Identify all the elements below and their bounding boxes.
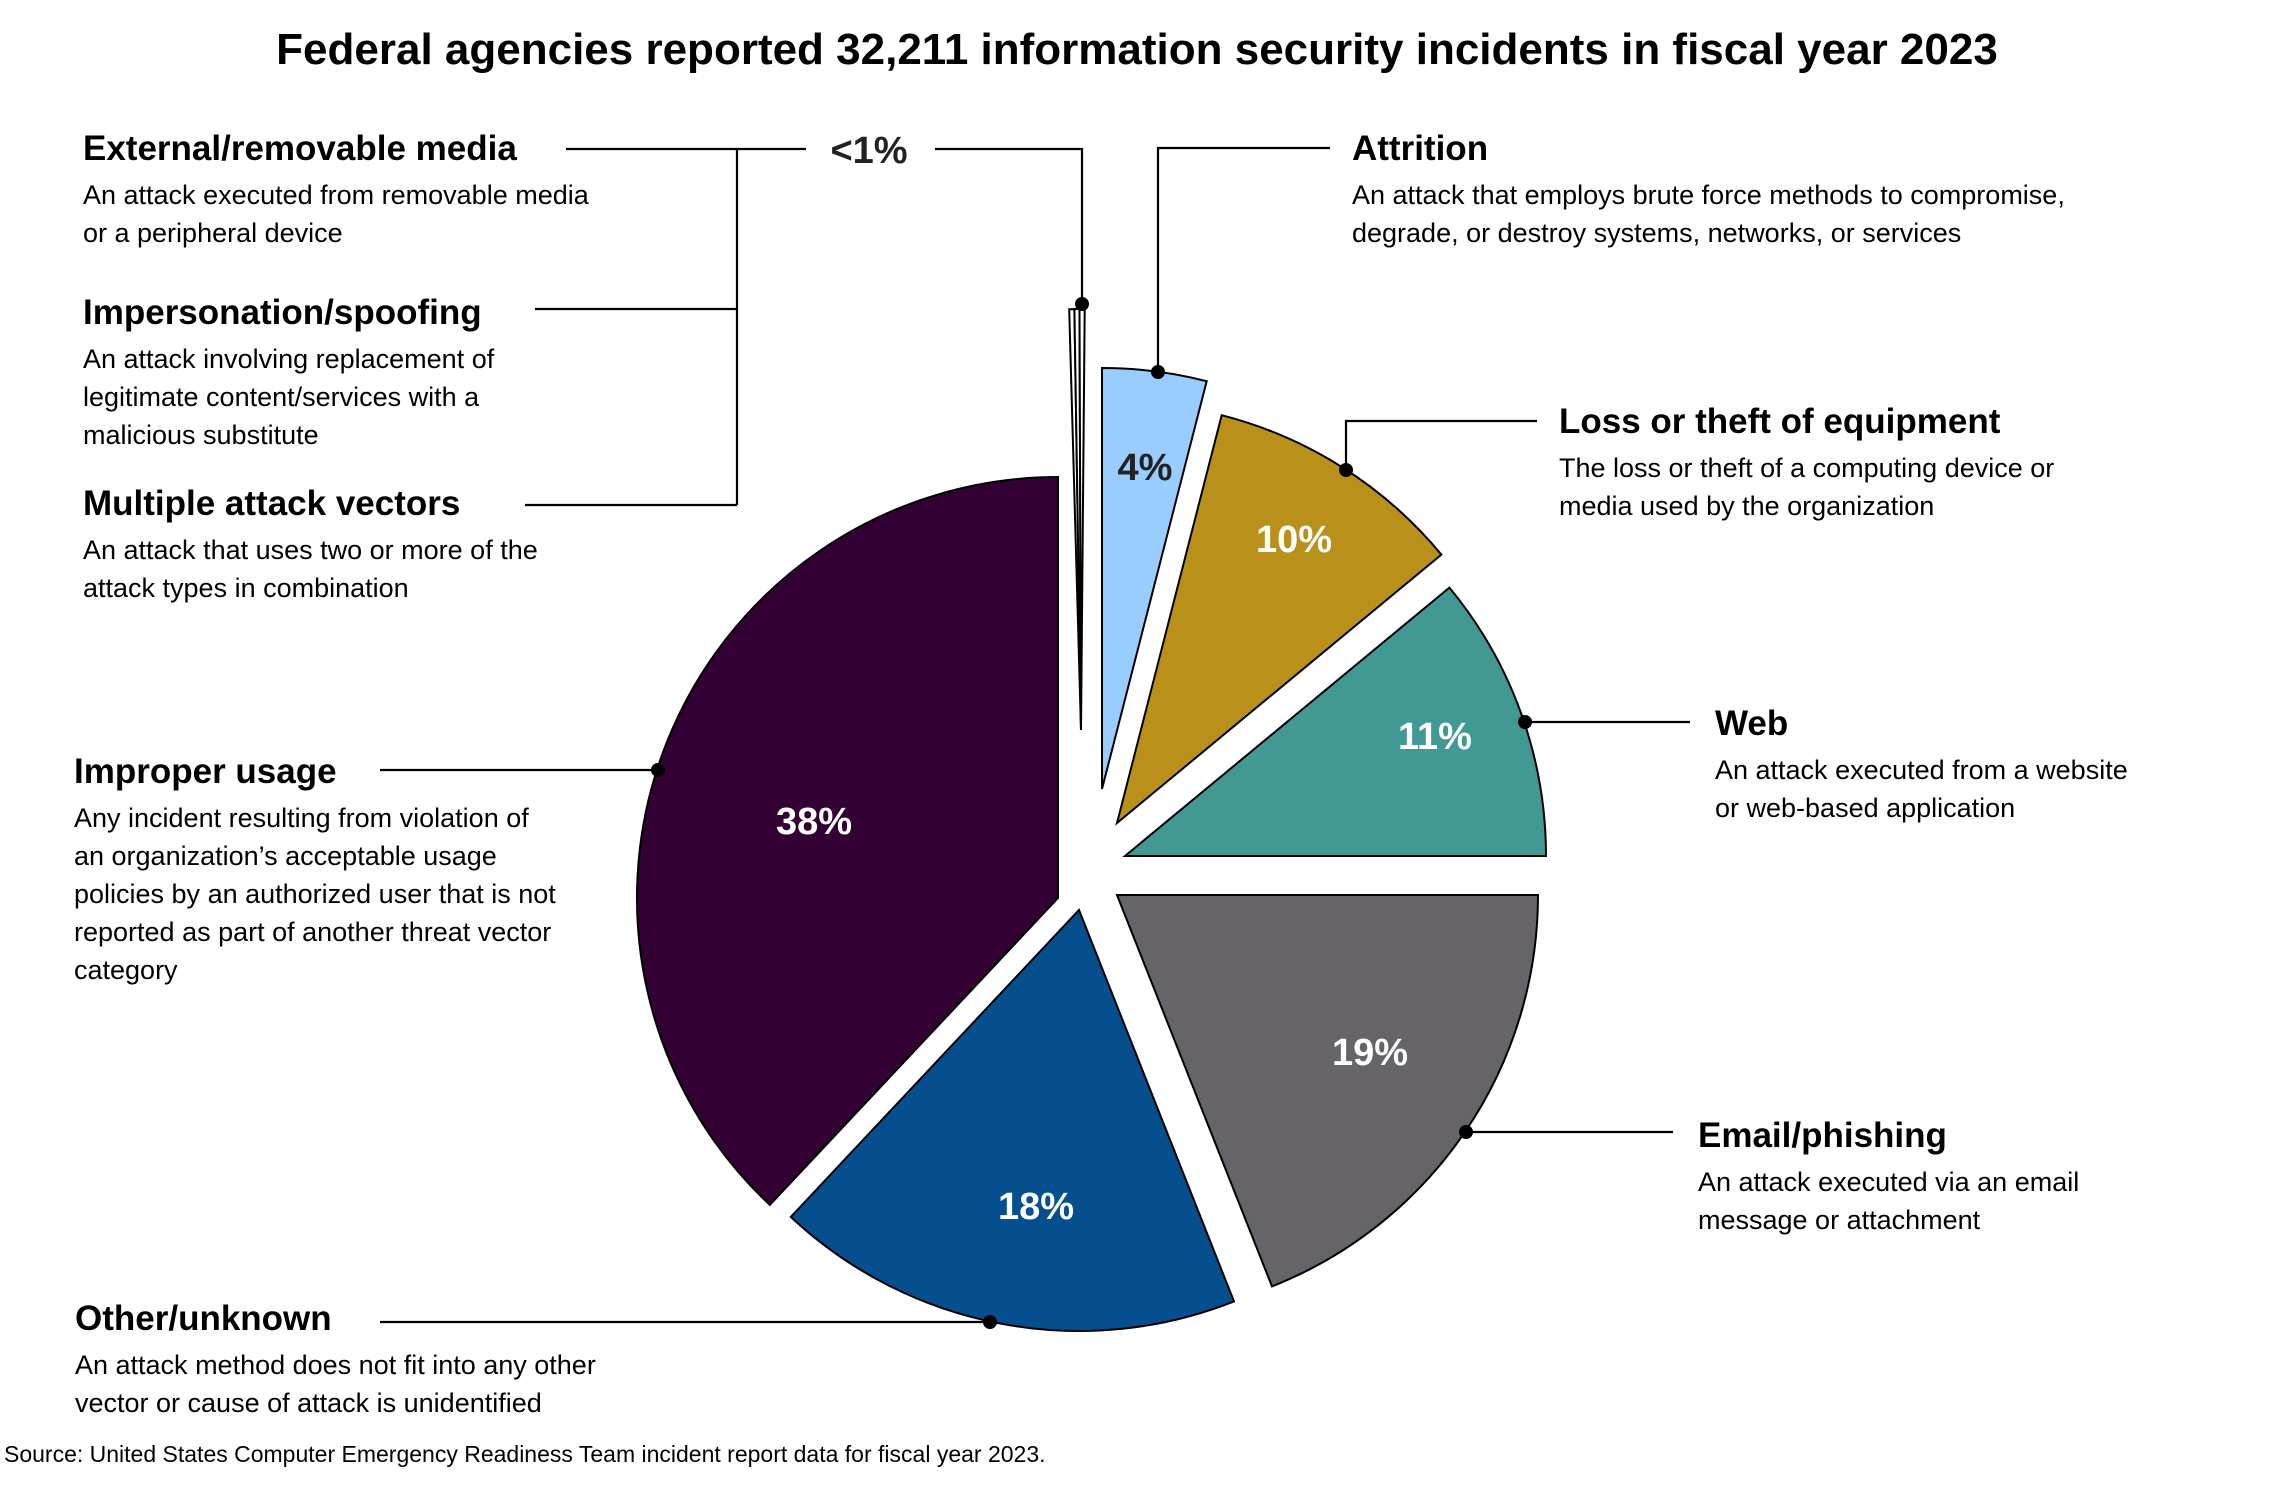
category-title-web: Web	[1715, 704, 1788, 743]
category-title-loss-theft: Loss or theft of equipment	[1559, 402, 2001, 441]
leader-line-loss-theft	[1344, 419, 1537, 470]
category-title-impersonation: Impersonation/spoofing	[83, 293, 482, 332]
category-labels: Attrition An attack that employs brute fo…	[74, 129, 2128, 1418]
percent-label-small-slices: <1%	[830, 130, 907, 172]
category-description-line: malicious substitute	[83, 420, 319, 450]
category-title-email-phishing: Email/phishing	[1698, 1116, 1947, 1155]
percent-label-improper-usage: 38%	[776, 801, 852, 843]
category-description-line: category	[74, 955, 178, 985]
category-label-external-media: External/removable media An attack execut…	[83, 129, 590, 248]
leader-line-small-slices	[525, 147, 1084, 507]
leader-lines	[380, 146, 1690, 1329]
leader-dot-loss-theft	[1339, 463, 1353, 477]
category-description-line: An attack executed via an email	[1698, 1167, 2079, 1197]
category-description-line: legitimate content/services with a	[83, 382, 480, 412]
category-description-line: policies by an authorized user that is n…	[74, 879, 556, 909]
category-title-multiple-vectors: Multiple attack vectors	[83, 484, 460, 523]
percent-label-other-unknown: 18%	[998, 1186, 1074, 1228]
leader-line-attrition	[1156, 146, 1330, 372]
percent-label-attrition: 4%	[1118, 447, 1173, 489]
percent-label-email-phishing: 19%	[1332, 1032, 1408, 1074]
source-note: Source: United States Computer Emergency…	[4, 1441, 1046, 1467]
category-description-line: An attack that uses two or more of the	[83, 535, 538, 565]
category-description-line: An attack method does not fit into any o…	[75, 1350, 596, 1380]
pie-slices	[636, 307, 1548, 1332]
category-description-line: reported as part of another threat vecto…	[74, 917, 551, 947]
category-description-line: The loss or theft of a computing device …	[1559, 453, 2054, 483]
category-title-attrition: Attrition	[1352, 129, 1488, 168]
category-label-impersonation: Impersonation/spoofing An attack involvin…	[83, 293, 495, 450]
pie-slice-multiple-vectors	[1078, 307, 1086, 731]
percent-label-web: 11%	[1398, 716, 1472, 758]
chart-title: Federal agencies reported 32,211 informa…	[276, 25, 1998, 74]
pie-slice-web	[1122, 586, 1548, 857]
category-title-external-media: External/removable media	[83, 129, 517, 168]
leader-dot-other-unknown	[983, 1315, 997, 1329]
category-description-line: message or attachment	[1698, 1205, 1981, 1235]
category-description-line: an organization’s acceptable usage	[74, 841, 497, 871]
category-description-line: or a peripheral device	[83, 218, 343, 248]
percent-labels: 4% 10% 11% 19% 18% 38% <1%	[776, 130, 1472, 1228]
category-description-line: An attack that employs brute force metho…	[1352, 180, 2065, 210]
pie-slice-improper-usage	[636, 475, 1059, 1207]
category-description-line: An attack executed from a website	[1715, 755, 2128, 785]
leader-dot-small-slices	[1075, 297, 1089, 311]
category-label-multiple-vectors: Multiple attack vectors An attack that us…	[83, 484, 538, 603]
category-title-improper-usage: Improper usage	[74, 752, 337, 791]
category-label-web: Web An attack executed from a website or w…	[1715, 704, 2128, 823]
leader-dot-improper-usage	[651, 763, 665, 777]
category-label-other-unknown: Other/unknown An attack method does not f…	[75, 1299, 596, 1418]
category-description-line: An attack involving replacement of	[83, 344, 495, 374]
category-description-line: Any incident resulting from violation of	[74, 803, 529, 833]
category-description-line: attack types in combination	[83, 573, 409, 603]
leader-dot-attrition	[1151, 365, 1165, 379]
category-title-other-unknown: Other/unknown	[75, 1299, 332, 1338]
category-label-attrition: Attrition An attack that employs brute fo…	[1352, 129, 2065, 248]
category-description-line: vector or cause of attack is unidentifie…	[75, 1388, 542, 1418]
category-label-improper-usage: Improper usage Any incident resulting fro…	[74, 752, 556, 985]
leader-dot-web	[1518, 715, 1532, 729]
category-description-line: media used by the organization	[1559, 491, 1934, 521]
category-label-email-phishing: Email/phishing An attack executed via an …	[1698, 1116, 2079, 1235]
pie-slice-other-unknown	[789, 908, 1236, 1332]
category-description-line: or web-based application	[1715, 793, 2015, 823]
category-label-loss-theft: Loss or theft of equipment The loss or th…	[1559, 402, 2054, 521]
category-description-line: degrade, or destroy systems, networks, o…	[1352, 218, 1961, 248]
leader-dot-email-phishing	[1459, 1125, 1473, 1139]
category-description-line: An attack executed from removable media	[83, 180, 590, 210]
percent-label-loss-theft: 10%	[1256, 519, 1332, 561]
